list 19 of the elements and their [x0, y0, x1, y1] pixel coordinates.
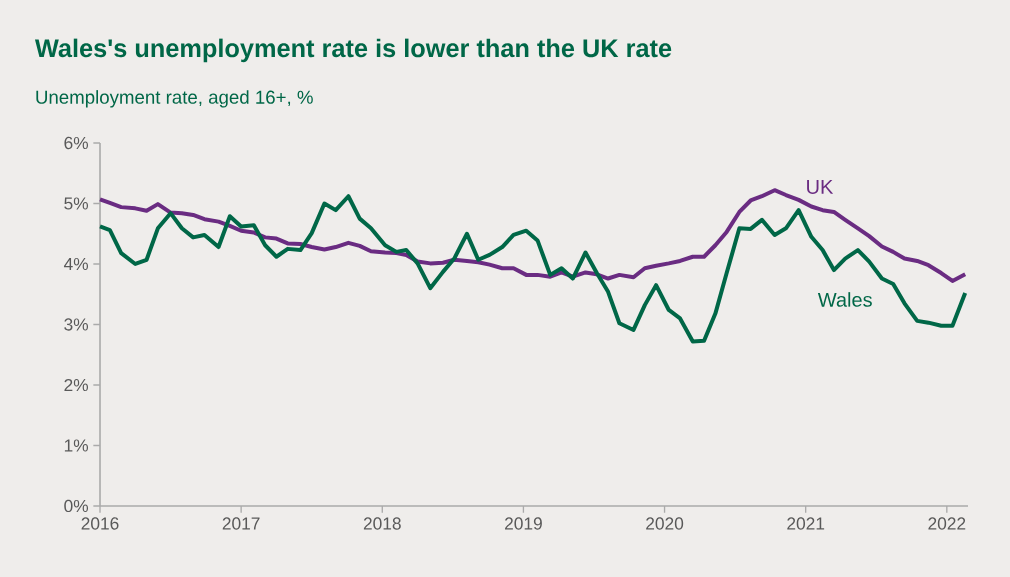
series-label: Wales	[817, 292, 872, 307]
y-tick-label: 0%	[64, 499, 89, 513]
y-tick-label: 6%	[64, 136, 89, 150]
series-label: UK	[807, 179, 834, 194]
y-tick-label: 1%	[64, 439, 89, 452]
x-tick-label: 2020	[646, 517, 684, 530]
y-tick-label: 4%	[63, 257, 89, 271]
y-tick-label: 5%	[64, 197, 89, 210]
line-series	[98, 194, 968, 344]
x-tick-label: 2022	[928, 517, 966, 530]
x-tick-label: 2018	[363, 517, 401, 530]
x-tick-label: 2021	[787, 517, 825, 530]
x-tick-label: 2019	[505, 517, 542, 530]
x-tick-label: 2017	[222, 517, 260, 530]
y-tick-label: 2%	[64, 378, 89, 392]
x-tick-label: 2016	[81, 517, 119, 530]
chart-title: Wales's unemployment rate is lower than the UK rate	[34, 38, 672, 63]
chart-subtitle: Unemployment rate, aged 16+, %	[36, 90, 313, 108]
y-tick-label: 3%	[64, 318, 89, 331]
